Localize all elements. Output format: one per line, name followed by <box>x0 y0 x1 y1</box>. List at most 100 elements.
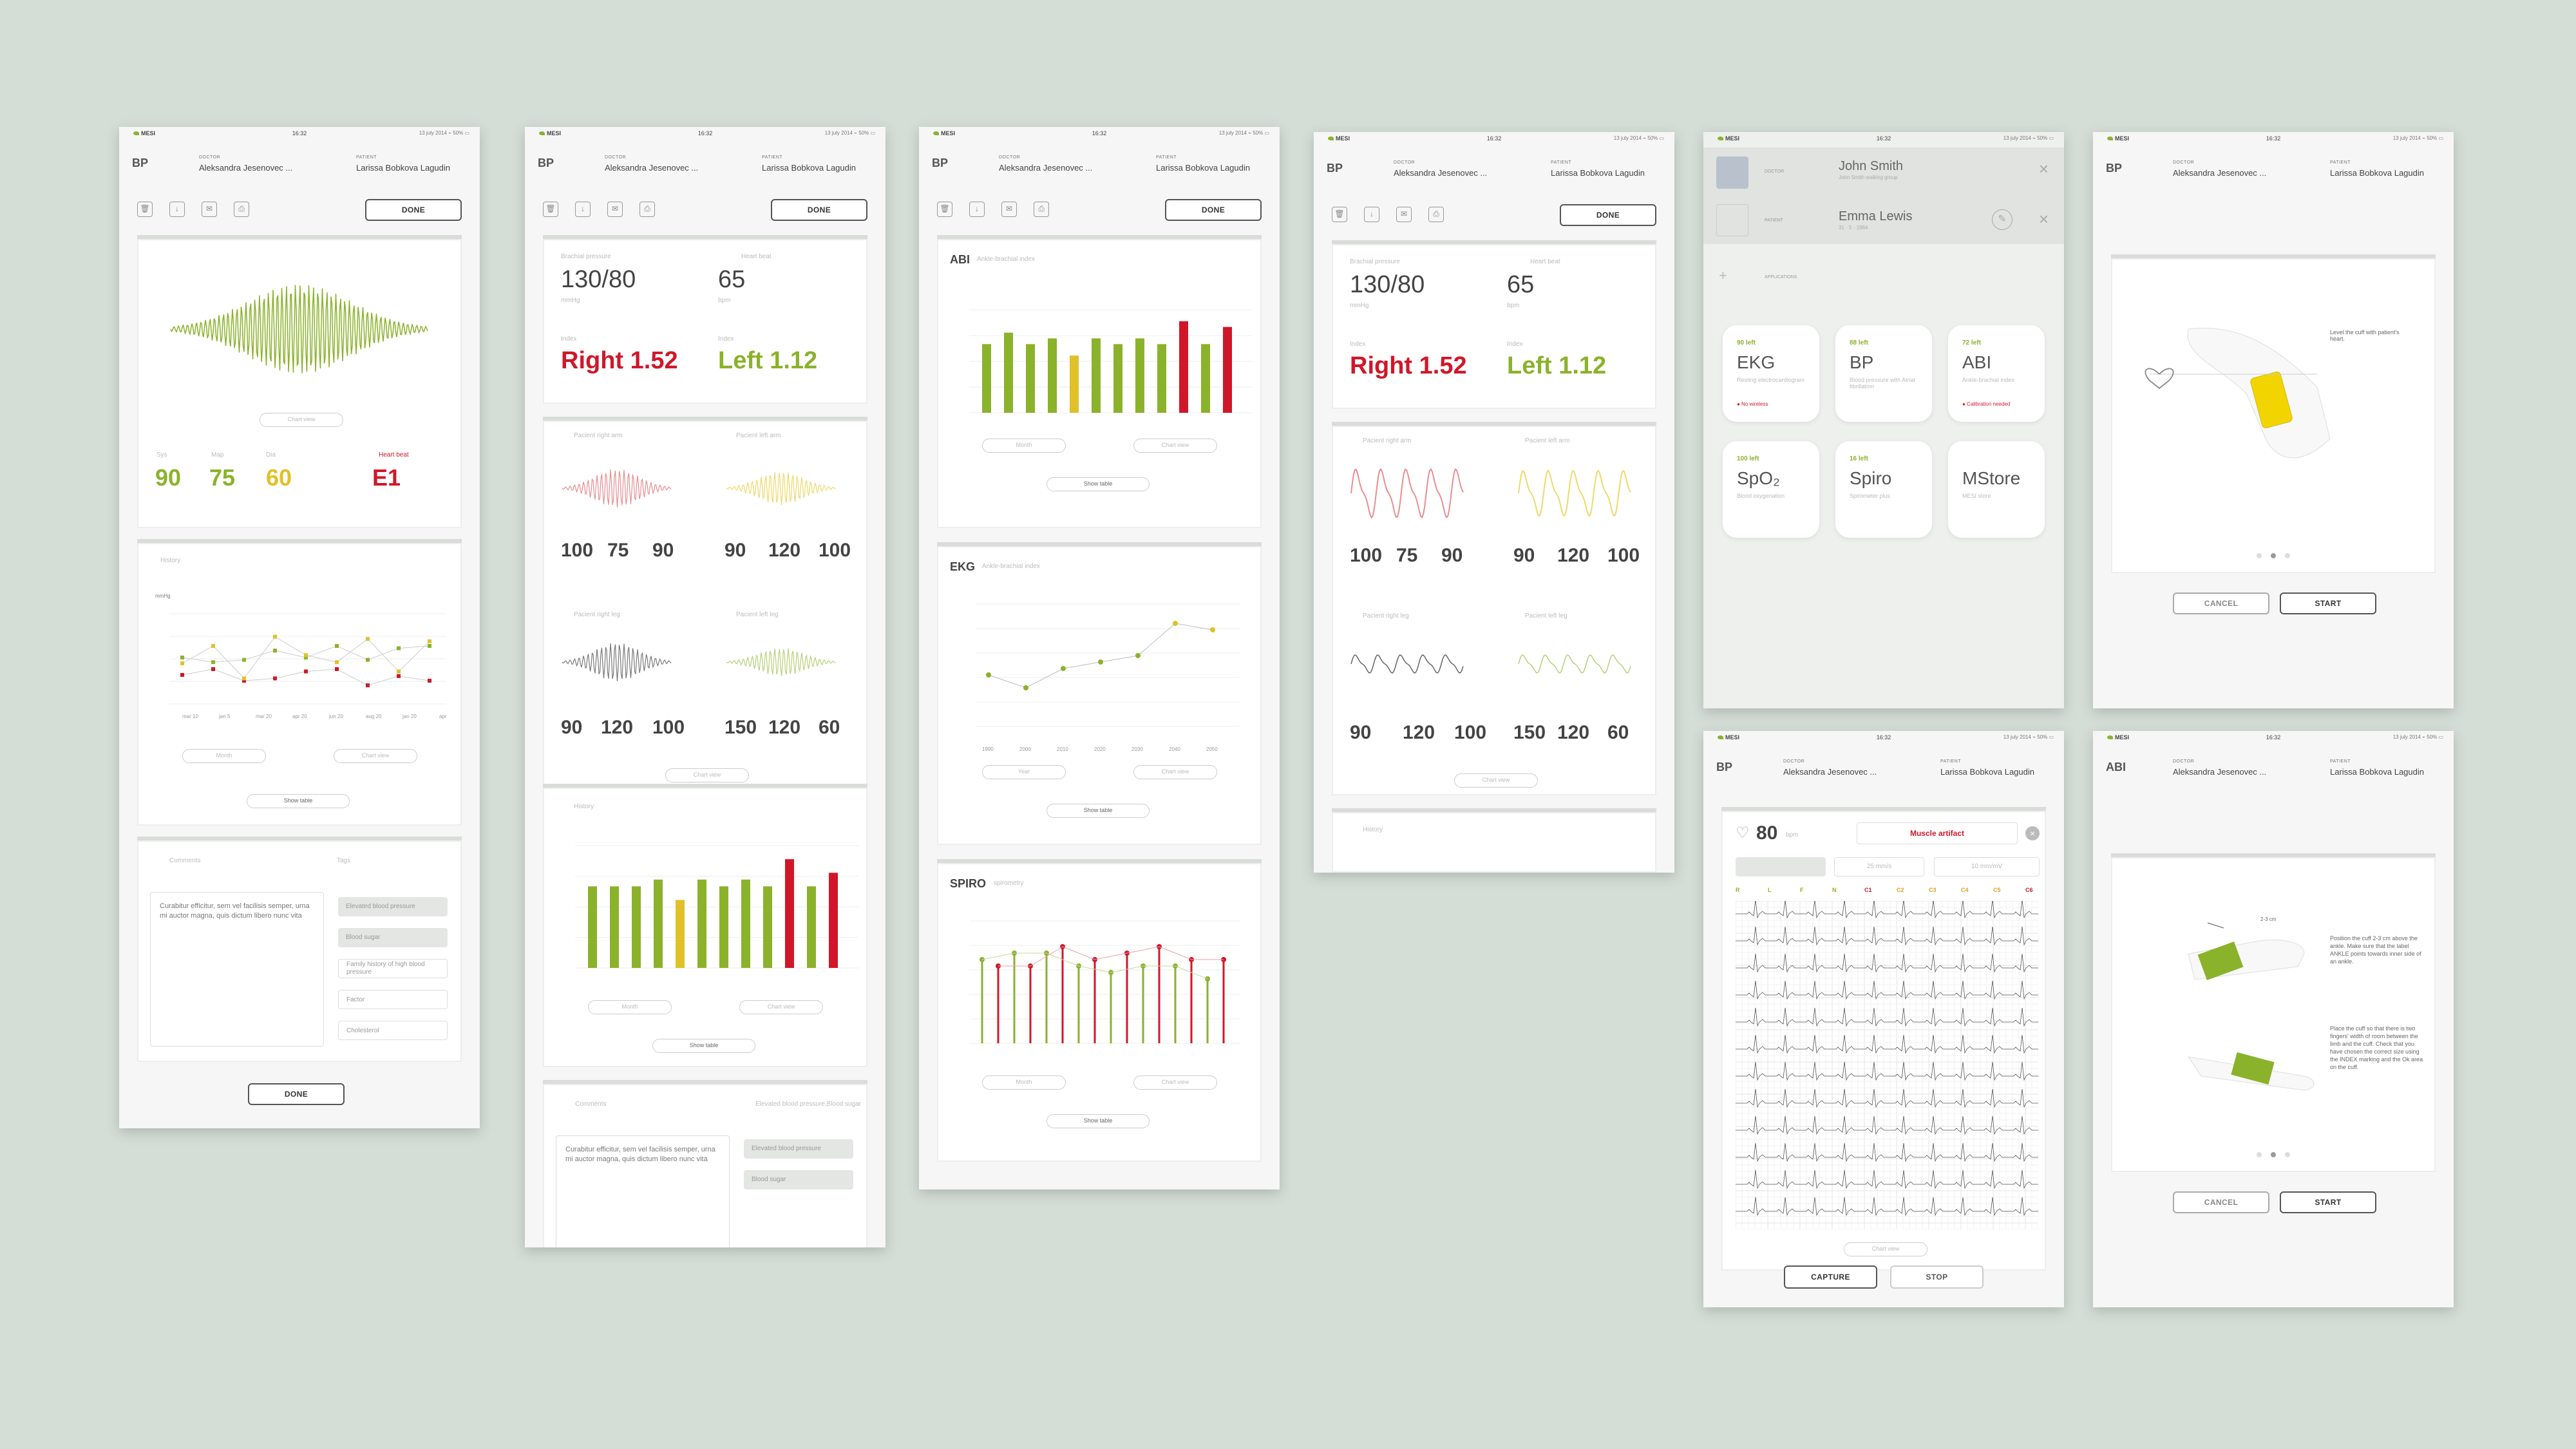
patient-name[interactable]: Emma Lewis <box>1839 209 1913 223</box>
page-dot[interactable] <box>2257 1152 2262 1157</box>
plus-icon[interactable]: + <box>1719 267 1727 283</box>
done-button-bottom[interactable]: DONE <box>248 1083 345 1105</box>
close-icon[interactable]: × <box>2038 209 2049 229</box>
doctor-name[interactable]: Aleksandra Jesenovec ... <box>2173 168 2267 178</box>
show-table-button[interactable]: Show table <box>1046 477 1150 491</box>
download-icon[interactable]: ↓ <box>1364 207 1379 222</box>
chart-view-toggle[interactable]: Chart view <box>1844 1242 1927 1256</box>
doctor-name[interactable]: Aleksandra Jesenovec ... <box>1394 168 1488 178</box>
patient-name[interactable]: Larissa Bobkova Lagudin <box>1156 163 1250 173</box>
close-icon[interactable]: × <box>2038 159 2049 178</box>
tag-item[interactable]: Elevated blood pressure <box>744 1139 853 1159</box>
year-select[interactable]: Year <box>982 765 1066 779</box>
lead-label[interactable]: C4 <box>1961 887 1969 893</box>
chart-view-toggle[interactable]: Chart view <box>665 768 749 782</box>
doctor-name[interactable]: Aleksandra Jesenovec ... <box>2173 767 2267 777</box>
lead-toggle[interactable] <box>1736 857 1826 876</box>
patient-name[interactable]: Larissa Bobkova Lagudin <box>1940 767 2034 777</box>
month-select[interactable]: Month <box>982 1075 1066 1090</box>
month-select[interactable]: Month <box>588 1000 672 1014</box>
app-tile[interactable]: 90 left EKG Resting electrocardiogram ● No … <box>1723 325 1819 422</box>
page-dot[interactable] <box>2285 1152 2290 1157</box>
page-dot[interactable] <box>2257 553 2262 558</box>
page-dot[interactable] <box>2285 553 2290 558</box>
lead-label[interactable]: N <box>1832 887 1837 893</box>
tag-suggestion[interactable]: Cholesterol <box>338 1021 448 1040</box>
edit-icon[interactable]: ✎ <box>1992 209 2012 230</box>
patient-name[interactable]: Larissa Bobkova Lagudin <box>2330 168 2424 178</box>
patient-name[interactable]: Larissa Bobkova Lagudin <box>356 163 450 173</box>
show-table-button[interactable]: Show table <box>652 1039 755 1053</box>
doctor-name[interactable]: John Smith <box>1839 159 1904 173</box>
done-button[interactable]: DONE <box>365 199 462 221</box>
print-icon[interactable]: ⎙ <box>1428 207 1444 222</box>
app-tile[interactable]: MStore MESI store <box>1948 441 2045 538</box>
mail-icon[interactable]: ✉ <box>1001 202 1017 217</box>
done-button[interactable]: DONE <box>1560 204 1656 226</box>
app-tile[interactable]: 88 left BP Blood pressure with Atrial fibr… <box>1835 325 1932 422</box>
speed-select[interactable]: 25 mm/s <box>1834 857 1924 876</box>
patient-name[interactable]: Larissa Bobkova Lagudin <box>1551 168 1645 178</box>
chart-view-toggle[interactable]: Chart view <box>1133 1075 1217 1090</box>
mail-icon[interactable]: ✉ <box>202 202 217 217</box>
close-icon[interactable]: × <box>2025 826 2040 840</box>
patient-avatar[interactable] <box>1716 204 1748 236</box>
doctor-avatar[interactable] <box>1716 156 1748 189</box>
lead-label[interactable]: C5 <box>1993 887 2001 893</box>
cancel-button[interactable]: CANCEL <box>2173 592 2269 614</box>
done-button[interactable]: DONE <box>771 199 867 221</box>
doctor-name[interactable]: Aleksandra Jesenovec ... <box>999 163 1093 173</box>
month-select[interactable]: Month <box>182 749 266 763</box>
chart-view-toggle[interactable]: Chart view <box>260 413 343 427</box>
mail-icon[interactable]: ✉ <box>1396 207 1412 222</box>
print-icon[interactable]: ⎙ <box>1034 202 1049 217</box>
lead-label[interactable]: C6 <box>2025 887 2033 893</box>
trash-icon[interactable]: 🗑 <box>137 202 153 217</box>
download-icon[interactable]: ↓ <box>575 202 591 217</box>
download-icon[interactable]: ↓ <box>169 202 185 217</box>
doctor-name[interactable]: Aleksandra Jesenovec ... <box>199 163 293 173</box>
stop-button[interactable]: STOP <box>1890 1265 1984 1289</box>
lead-label[interactable]: C1 <box>1864 887 1872 893</box>
patient-name[interactable]: Larissa Bobkova Lagudin <box>2330 767 2424 777</box>
tag-suggestion[interactable]: Family history of high blood pressure <box>338 959 448 978</box>
capture-button[interactable]: CAPTURE <box>1784 1265 1877 1289</box>
page-dot-active[interactable] <box>2271 553 2276 558</box>
lead-label[interactable]: F <box>1800 887 1804 893</box>
cancel-button[interactable]: CANCEL <box>2173 1191 2269 1213</box>
trash-icon[interactable]: 🗑 <box>543 202 558 217</box>
patient-name[interactable]: Larissa Bobkova Lagudin <box>762 163 856 173</box>
lead-label[interactable]: C3 <box>1929 887 1937 893</box>
gain-select[interactable]: 10 mm/mV <box>1934 857 2040 876</box>
print-icon[interactable]: ⎙ <box>234 202 249 217</box>
lead-label[interactable]: C2 <box>1897 887 1904 893</box>
done-button[interactable]: DONE <box>1165 199 1262 221</box>
download-icon[interactable]: ↓ <box>969 202 985 217</box>
trash-icon[interactable]: 🗑 <box>1332 207 1347 222</box>
comment-text[interactable]: Curabitur efficitur, sem vel facilisis s… <box>556 1135 730 1247</box>
tag-item[interactable]: Blood sugar <box>744 1170 853 1189</box>
lead-label[interactable]: L <box>1768 887 1772 893</box>
app-tile[interactable]: 100 left SpO₂ Blood oxygenation <box>1723 441 1819 538</box>
page-dot-active[interactable] <box>2271 1152 2276 1157</box>
doctor-name[interactable]: Aleksandra Jesenovec ... <box>605 163 699 173</box>
start-button[interactable]: START <box>2280 1191 2376 1213</box>
app-tile[interactable]: 16 left Spiro Spirometer plus <box>1835 441 1932 538</box>
print-icon[interactable]: ⎙ <box>639 202 655 217</box>
tag-item[interactable]: Blood sugar <box>338 928 448 947</box>
trash-icon[interactable]: 🗑 <box>937 202 952 217</box>
doctor-name[interactable]: Aleksandra Jesenovec ... <box>1783 767 1877 777</box>
tag-item[interactable]: Elevated blood pressure <box>338 897 448 916</box>
tag-suggestion[interactable]: Factor <box>338 990 448 1009</box>
start-button[interactable]: START <box>2280 592 2376 614</box>
lead-label[interactable]: R <box>1736 887 1740 893</box>
month-select[interactable]: Month <box>982 439 1066 453</box>
show-table-button[interactable]: Show table <box>1046 804 1150 818</box>
app-tile[interactable]: 72 left ABI Ankle-brachial index ● Calibrat… <box>1948 325 2045 422</box>
chart-view-toggle[interactable]: Chart view <box>739 1000 823 1014</box>
show-table-button[interactable]: Show table <box>1046 1114 1150 1128</box>
mail-icon[interactable]: ✉ <box>607 202 623 217</box>
chart-view-toggle[interactable]: Chart view <box>1454 773 1538 788</box>
chart-view-toggle[interactable]: Chart view <box>334 749 417 763</box>
chart-view-toggle[interactable]: Chart view <box>1133 439 1217 453</box>
